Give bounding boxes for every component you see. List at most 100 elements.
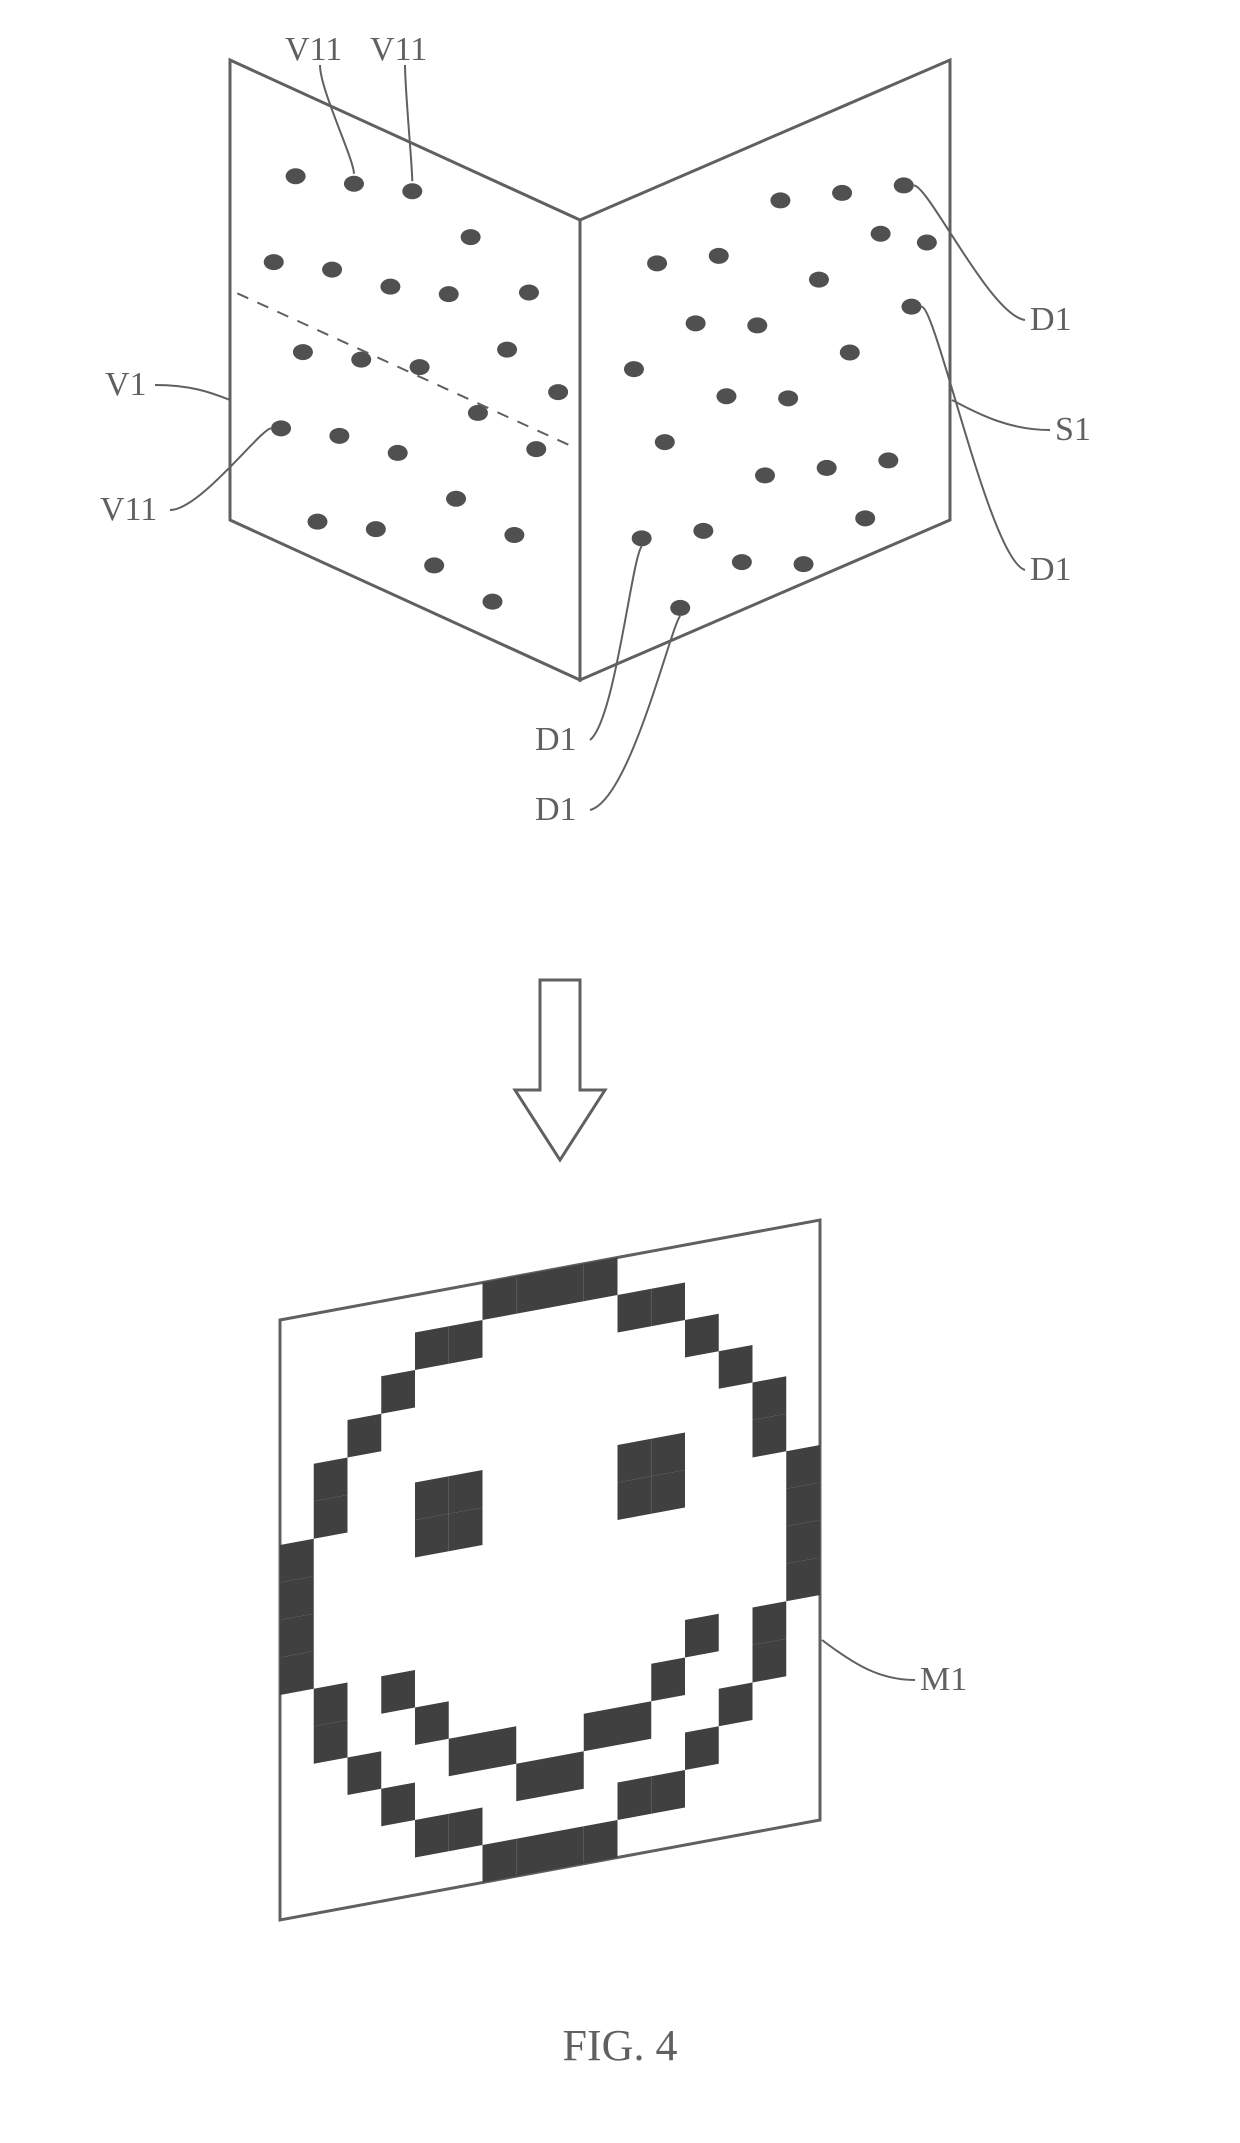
dot [670,600,690,616]
dot [380,279,400,295]
panel-M1: M1 [280,1220,967,1920]
pixel [381,1783,415,1827]
pixel [483,1276,517,1320]
dot [497,342,517,358]
figure-caption: FIG. 4 [563,2021,678,2070]
dot [308,514,328,530]
pixel [786,1520,820,1564]
pixel [449,1320,483,1364]
pixel [550,1751,584,1795]
label-V11-c: V11 [100,491,157,528]
dot [483,594,503,610]
dot [832,185,852,201]
pixel [753,1601,787,1645]
dot [461,229,481,245]
pixel [651,1433,685,1477]
dot [526,441,546,457]
pixel [280,1614,314,1658]
dot [351,352,371,368]
dot [901,299,921,315]
dot [794,556,814,572]
pixel [415,1814,449,1858]
dot [686,315,706,331]
dot [439,286,459,302]
panel-V1: V1V11V11V11 [100,31,580,680]
pixel [618,1439,652,1483]
pixel [550,1264,584,1308]
pixel [280,1651,314,1695]
pixel [618,1476,652,1520]
pixel [449,1470,483,1514]
label-D1-d: D1 [535,791,577,828]
dot [840,345,860,361]
dot [817,460,837,476]
pixel [685,1314,719,1358]
dot [871,226,891,242]
dot [366,521,386,537]
dot [647,255,667,271]
dot [344,176,364,192]
pixel [516,1270,550,1314]
dot [770,192,790,208]
pixel [584,1820,618,1864]
dot [878,452,898,468]
dot [271,420,291,436]
dot [755,467,775,483]
pixel [348,1414,382,1458]
pixel [753,1414,787,1458]
dot [716,388,736,404]
pixel [314,1720,348,1764]
dot [424,557,444,573]
pixel [753,1376,787,1420]
dot [402,183,422,199]
dot [809,272,829,288]
pixel [618,1776,652,1820]
pixel [449,1808,483,1852]
dot [747,317,767,333]
dot [519,285,539,301]
label-D1-a: D1 [1030,301,1072,338]
pixel [415,1326,449,1370]
dot [322,262,342,278]
dot [778,390,798,406]
dot [894,177,914,193]
pixel [449,1733,483,1777]
pixel [651,1283,685,1327]
pixel [516,1833,550,1877]
dot [293,344,313,360]
figure-4-page: V1V11V11V11S1D1D1D1D1M1FIG. 4 [0,0,1240,2143]
pixel [719,1345,753,1389]
pixel [314,1458,348,1502]
pixel [651,1658,685,1702]
pixel [753,1639,787,1683]
dot [709,248,729,264]
pixel [314,1683,348,1727]
pixel [415,1476,449,1520]
pixel [449,1508,483,1552]
pixel [516,1758,550,1802]
pixel [381,1670,415,1714]
dot [624,361,644,377]
pixel [280,1576,314,1620]
arrow-down [515,980,605,1160]
dot [917,235,937,251]
pixel [719,1683,753,1727]
pixel [786,1445,820,1489]
dot [286,168,306,184]
dot [693,523,713,539]
pixel [786,1558,820,1602]
pixel [618,1701,652,1745]
pixel [381,1370,415,1414]
label-V1: V1 [105,366,147,403]
pixel [280,1539,314,1583]
pixel [618,1289,652,1333]
pixel [685,1726,719,1770]
dot [410,359,430,375]
pixel [348,1751,382,1795]
dot [855,510,875,526]
dot [446,491,466,507]
label-V11-a: V11 [285,31,342,68]
pixel [584,1258,618,1302]
dot [732,554,752,570]
pixel [786,1483,820,1527]
